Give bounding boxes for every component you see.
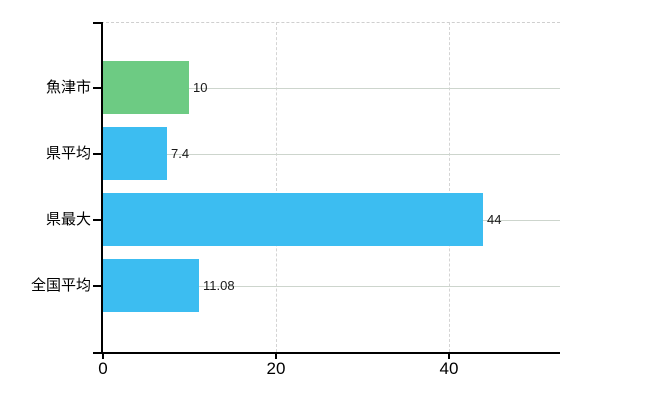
- bar-value-label: 11.08: [203, 278, 235, 293]
- y-axis-tick: [93, 219, 101, 221]
- bar: [103, 61, 189, 114]
- vertical-gridline: [449, 22, 450, 352]
- horizontal-gridline: [103, 286, 560, 287]
- x-axis-tick: [275, 354, 277, 359]
- bar: [103, 127, 167, 180]
- y-axis-tick: [93, 22, 101, 24]
- category-label: 魚津市: [45, 79, 91, 96]
- bar-value-label: 10: [193, 80, 208, 95]
- bar: [103, 259, 199, 312]
- x-axis-tick: [102, 354, 104, 359]
- vertical-gridline: [276, 22, 277, 352]
- x-tick-label: 20: [266, 359, 286, 378]
- x-axis-line: [101, 352, 560, 354]
- bar: [103, 193, 483, 246]
- bar-value-label: 7.4: [171, 146, 190, 161]
- x-tick-label: 0: [98, 359, 108, 378]
- plot-top-dashed-border: [101, 22, 560, 23]
- y-axis-tick: [93, 87, 101, 89]
- y-axis-line: [101, 22, 103, 354]
- bar-value-label: 44: [487, 212, 502, 227]
- horizontal-gridline: [103, 154, 560, 155]
- horizontal-gridline: [103, 88, 560, 89]
- category-label: 全国平均: [30, 277, 91, 294]
- y-axis-tick: [93, 285, 101, 287]
- category-label: 県平均: [45, 145, 91, 162]
- category-label: 県最大: [45, 211, 91, 228]
- y-axis-tick: [93, 153, 101, 155]
- x-tick-label: 40: [439, 359, 459, 378]
- y-axis-tick: [93, 352, 101, 354]
- x-axis-tick: [448, 354, 450, 359]
